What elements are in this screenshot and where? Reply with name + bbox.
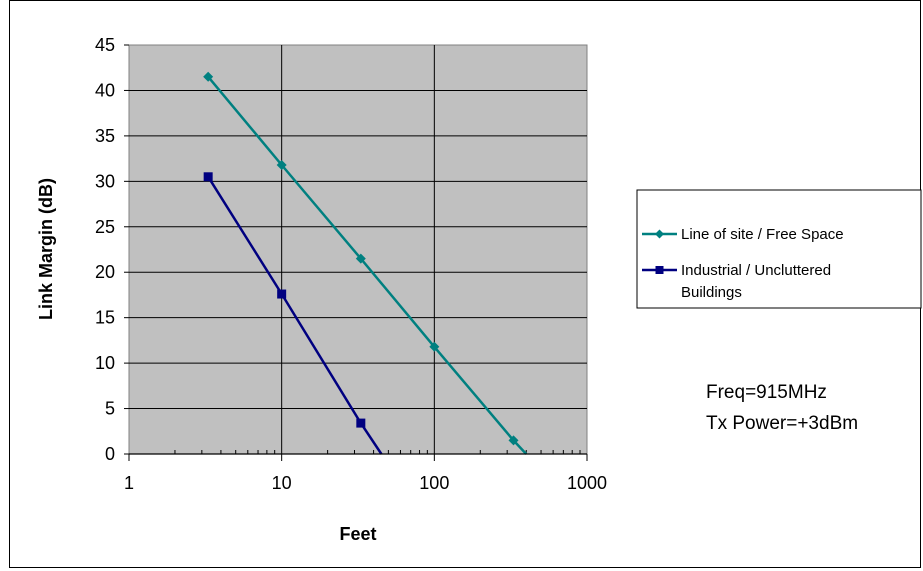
legend-entry-free-space: Line of site / Free Space <box>642 226 844 243</box>
series-free-space <box>203 71 528 455</box>
x-tick-label: 100 <box>419 473 449 493</box>
legend-entry-industrial: Industrial / Uncluttered Buildings <box>642 262 835 301</box>
legend: Line of site / Free Space Industrial / U… <box>636 189 922 309</box>
y-axis-title: Link Margin (dB) <box>36 178 56 320</box>
y-tick-label: 35 <box>95 126 115 146</box>
series-line <box>207 176 383 455</box>
annotation-frequency: Freq=915MHz <box>706 382 827 403</box>
data-point-diamond <box>203 71 214 82</box>
x-minor-ticks <box>174 450 581 454</box>
legend-marker-square-icon <box>655 266 664 274</box>
series-layer <box>203 71 528 455</box>
legend-marker-diamond-icon <box>655 229 664 239</box>
data-point-diamond <box>355 253 366 264</box>
series-industrial <box>203 172 383 455</box>
x-tick-label: 1000 <box>567 473 607 493</box>
legend-label-industrial-line-1: Industrial / Uncluttered <box>681 262 831 279</box>
y-tick-label: 30 <box>95 171 115 191</box>
y-tick-label: 15 <box>95 308 115 328</box>
y-tick-label: 20 <box>95 262 115 282</box>
y-tick-label: 0 <box>105 444 115 464</box>
x-tick-label: 1 <box>124 473 134 493</box>
y-tick-label: 10 <box>95 353 115 373</box>
legend-label-free-space: Line of site / Free Space <box>681 226 844 243</box>
data-point-square <box>203 172 213 182</box>
y-tick-label: 40 <box>95 80 115 100</box>
legend-box <box>636 189 922 309</box>
legend-label-industrial-line-2: Buildings <box>681 284 742 301</box>
data-point-square <box>356 418 366 428</box>
y-tick-label: 25 <box>95 217 115 237</box>
data-point-diamond <box>276 159 287 170</box>
gridlines <box>129 45 587 454</box>
x-axis-title: Feet <box>339 524 376 544</box>
legend-label-industrial: Industrial / Uncluttered Buildings <box>681 262 835 301</box>
y-tick-labels: 0 5 10 15 20 25 30 35 40 45 <box>95 35 129 464</box>
data-point-square <box>277 289 287 299</box>
plot-area <box>128 44 588 455</box>
data-point-diamond <box>508 435 519 446</box>
x-tick-label: 10 <box>272 473 292 493</box>
annotation-tx-power: Tx Power=+3dBm <box>706 413 858 434</box>
data-point-diamond <box>429 341 440 352</box>
y-tick-label: 45 <box>95 35 115 55</box>
x-tick-labels: 1 10 100 1000 <box>124 453 607 493</box>
y-tick-label: 5 <box>105 399 115 419</box>
